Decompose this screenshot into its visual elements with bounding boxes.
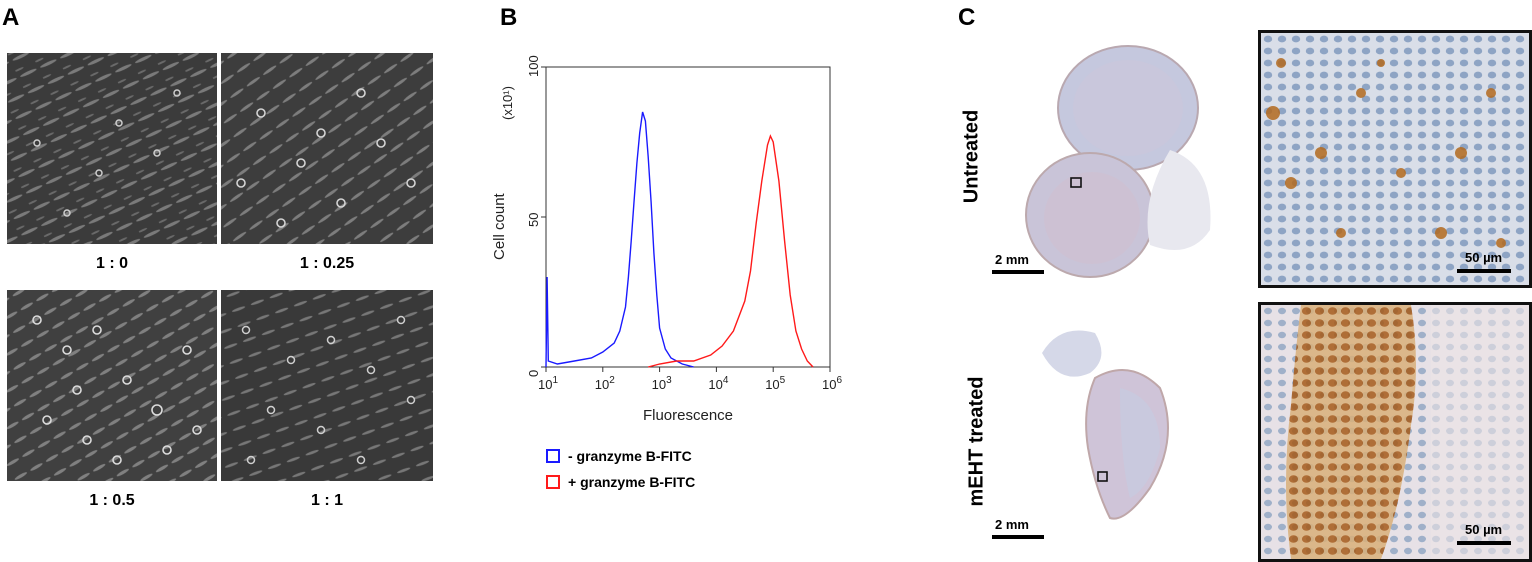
ihc-scalebar-bottom: [1457, 541, 1511, 545]
x-tick-label-1: 102: [595, 375, 615, 392]
y-axis-label: Cell count: [491, 192, 508, 260]
ratio-label-4: 1 : 1: [310, 492, 343, 509]
x-tick-label-4: 105: [765, 375, 785, 392]
plot-frame: [545, 66, 831, 368]
micrograph-1-0: [7, 53, 217, 244]
legend-swatch-blue: [546, 449, 560, 463]
flow-histogram: Cell count (x10¹) Fluorescence 101 102 103…: [491, 55, 842, 424]
scale-text-ihc-top: 50 µm: [1465, 250, 1503, 265]
x-tick-label-3: 104: [708, 375, 728, 392]
panel-letter-c: C: [958, 4, 976, 31]
legend-label-minus: - granzyme B-FITC: [568, 448, 692, 464]
scale-text-untreated: 2 mm: [995, 252, 1029, 267]
row-label-untreated: Untreated: [960, 109, 983, 204]
ihc-scalebar-top: [1457, 269, 1511, 273]
ihc-zoom-untreated: [1258, 30, 1532, 288]
zoom-box-untreated: [1070, 177, 1082, 188]
tissue-section-untreated: [1025, 45, 1211, 278]
micrograph-1-0-25: [221, 53, 433, 244]
zoom-box-mehEHT: [1097, 471, 1108, 482]
scale-bar-untreated: [992, 270, 1044, 274]
ihc-zoom-mehEHT: [1258, 302, 1532, 562]
legend-swatch-red: [546, 475, 560, 489]
y-tick-label-0: 0: [526, 370, 541, 377]
histogram-series-1: [648, 134, 814, 368]
ratio-label-1: 1 : 0: [95, 255, 128, 272]
y-tick-label-2: 100: [526, 55, 541, 77]
legend-item-minus: - granzyme B-FITC: [546, 448, 692, 464]
panel-letter-a: A: [2, 4, 20, 31]
y-tick-label-1: 50: [526, 213, 541, 227]
histogram-series-0: [545, 111, 694, 368]
x-axis-label: Fluorescence: [643, 407, 733, 424]
scale-bar-mehEHT: [992, 535, 1044, 539]
x-tick-label-5: 106: [822, 375, 842, 392]
y-axis-unit: (x10¹): [500, 86, 515, 120]
scale-text-mehEHT: 2 mm: [995, 517, 1029, 532]
micrograph-1-1: [221, 290, 433, 481]
legend-label-plus: + granzyme B-FITC: [568, 474, 696, 490]
legend-item-plus: + granzyme B-FITC: [546, 474, 695, 490]
x-tick-label-0: 101: [538, 375, 558, 392]
row-label-meht: mEHT treated: [965, 376, 988, 507]
ratio-label-2: 1 : 0.25: [299, 255, 355, 272]
tissue-section-mehEHT: [1042, 330, 1169, 520]
scale-text-ihc-bottom: 50 µm: [1465, 522, 1503, 537]
micrograph-1-0-5: [7, 290, 217, 481]
ratio-label-3: 1 : 0.5: [89, 492, 135, 509]
panel-letter-b: B: [500, 4, 518, 31]
x-tick-label-2: 103: [652, 375, 672, 392]
